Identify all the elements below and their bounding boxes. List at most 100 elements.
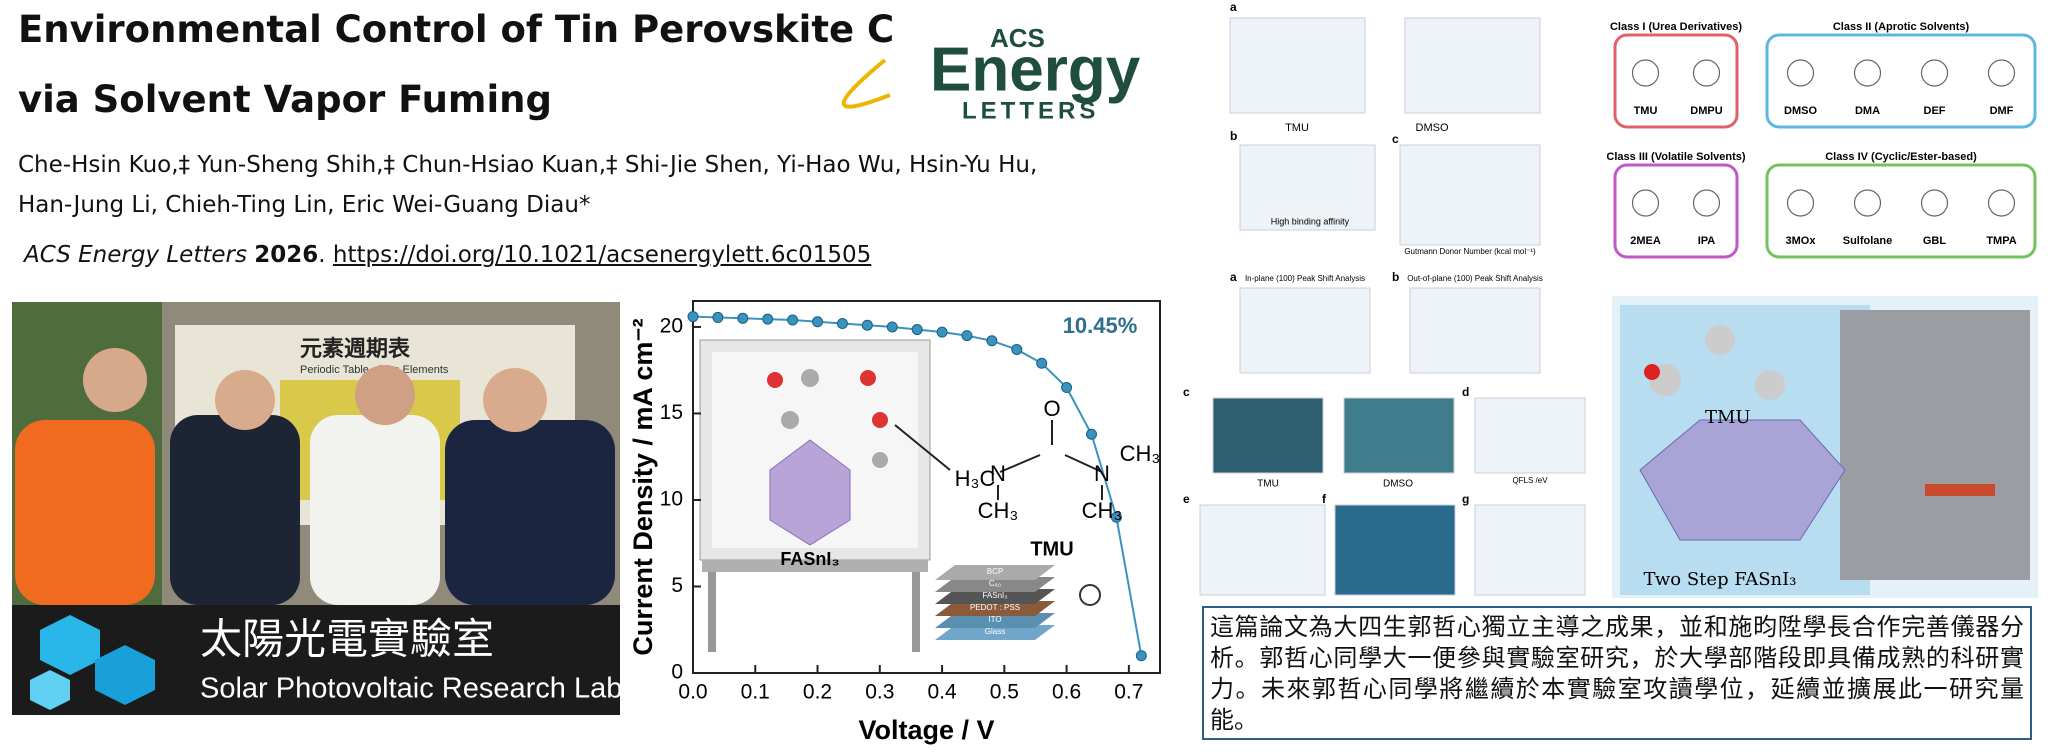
table-leg [912, 572, 920, 652]
panel-letter: e [1183, 492, 1190, 506]
panel-text: Out-of-plane (100) Peak Shift Analysis [1407, 274, 1543, 283]
citation: ACS Energy Letters 2026. https://doi.org… [24, 242, 871, 268]
panel-text: TMU [1285, 122, 1309, 134]
banner-zh: 太陽光電實驗室 [200, 615, 494, 664]
x-axis-label: Voltage / V [858, 715, 994, 745]
x-tick-label: 0.4 [927, 681, 957, 704]
molecule [872, 412, 888, 428]
note: 這篇論文為大四生郭哲心獨立主導之成果，並和施昀陞學長合作完善儀器分析。郭哲心同學… [1202, 606, 2032, 740]
molecule [1755, 370, 1785, 400]
x-tick-label: 0.0 [678, 681, 707, 704]
molecule-sketch [1853, 59, 1882, 87]
class-title: Class IV (Cyclic/Ester-based) [1825, 151, 1977, 163]
x-tick-label: 0.5 [990, 681, 1019, 704]
atom: CH₃ [1120, 441, 1161, 466]
doi[interactable]: https://doi.org/10.1021/acsenergylett.6c… [332, 242, 872, 268]
panel-letter: c [1183, 385, 1190, 399]
person [310, 415, 440, 605]
title: via Solvent Vapor Fuming [18, 78, 552, 121]
molecule [1705, 325, 1735, 355]
jv-point [1110, 511, 1122, 523]
logo-top: ACS [990, 23, 1045, 53]
class-title: Class III (Volatile Solvents) [1606, 151, 1746, 163]
arrow [894, 424, 951, 471]
shape [1229, 17, 1366, 114]
journal: ACS Energy Letters [24, 242, 247, 268]
glovebox-table [702, 560, 928, 572]
logo-bottom: LETTERS [962, 97, 1099, 124]
class-member: DMSO [1784, 105, 1817, 117]
x-tick-label: 0.2 [803, 681, 832, 704]
layer-label: BCP [987, 567, 1003, 576]
molecule-sketch [1631, 189, 1660, 217]
class-member: DMA [1855, 105, 1880, 117]
layer-label: Glass [985, 627, 1005, 636]
class-member: TMU [1634, 105, 1658, 117]
molecule-sketch [1920, 59, 1949, 87]
panel-letter: g [1462, 492, 1469, 506]
shape [1212, 397, 1324, 474]
shape [1404, 17, 1541, 114]
atom: H₃C [955, 466, 996, 491]
year: 2026 [254, 242, 319, 268]
plot-frame [692, 300, 1161, 674]
panel-letter: a [1230, 270, 1237, 284]
x-tick-label: 0.1 [741, 681, 770, 704]
illustration-box [1840, 310, 2030, 580]
y-tick-label: 10 [660, 488, 683, 511]
person-head [215, 370, 275, 430]
molecule-sketch [1692, 59, 1721, 87]
jv-point [1061, 382, 1073, 394]
person [170, 415, 300, 605]
jv-point [836, 317, 848, 329]
authors: Han-Jung Li, Chieh-Ting Lin, Eric Wei-Gu… [18, 192, 591, 218]
jv-point [961, 330, 973, 342]
class-member: DEF [1924, 105, 1946, 117]
jv-point [737, 312, 749, 324]
molecule-sketch [1920, 189, 1949, 217]
jv-point [687, 311, 699, 323]
class-member: 3MOx [1786, 235, 1817, 247]
panel-text: Gutmann Donor Number (kcal mol⁻¹) [1404, 247, 1536, 256]
logo-main: Energy [930, 35, 1141, 104]
class-box [1765, 33, 2037, 129]
panel-letter: d [1462, 385, 1469, 399]
molecule [860, 370, 876, 386]
banner-hex [95, 645, 155, 705]
shape [1239, 287, 1371, 374]
panel-letter: b [1230, 129, 1237, 143]
class-title: Class II (Aprotic Solvents) [1833, 21, 1970, 33]
panel-letter: c [1392, 132, 1399, 146]
jv-point [1135, 650, 1147, 662]
title: Environmental Control of Tin Perovskite … [18, 8, 895, 51]
shape [1474, 504, 1586, 596]
crystal [1639, 419, 1846, 541]
shape [1334, 504, 1456, 596]
class-box [1765, 163, 2037, 259]
shape [1199, 504, 1326, 596]
jv-point [1011, 343, 1023, 355]
figure-panels [1199, 17, 1586, 596]
bond [999, 454, 1041, 473]
device-stack [935, 565, 1101, 640]
jv-point [812, 316, 824, 328]
atom: N [990, 461, 1006, 486]
layer-label: PEDOT : PSS [970, 603, 1020, 612]
poster-title: 元素週期表 [300, 336, 411, 361]
atom: N [1094, 461, 1110, 486]
shape [935, 577, 1055, 592]
shape [1343, 397, 1455, 474]
authors: Che-Hsin Kuo,‡ Yun-Sheng Shih,‡ Chun-Hsi… [18, 152, 1038, 178]
banner-hex [40, 615, 100, 675]
panel-letter: f [1322, 492, 1327, 506]
y-tick-label: 20 [660, 315, 683, 338]
class-title: Class I (Urea Derivatives) [1610, 21, 1742, 33]
class-member: TMPA [1986, 235, 2016, 247]
class-member: GBL [1923, 235, 1947, 247]
annotation: 10.45% [1063, 313, 1138, 338]
molecule-sketch [1987, 59, 2016, 87]
person [15, 420, 155, 605]
layer-label: C₆₀ [989, 579, 1001, 588]
